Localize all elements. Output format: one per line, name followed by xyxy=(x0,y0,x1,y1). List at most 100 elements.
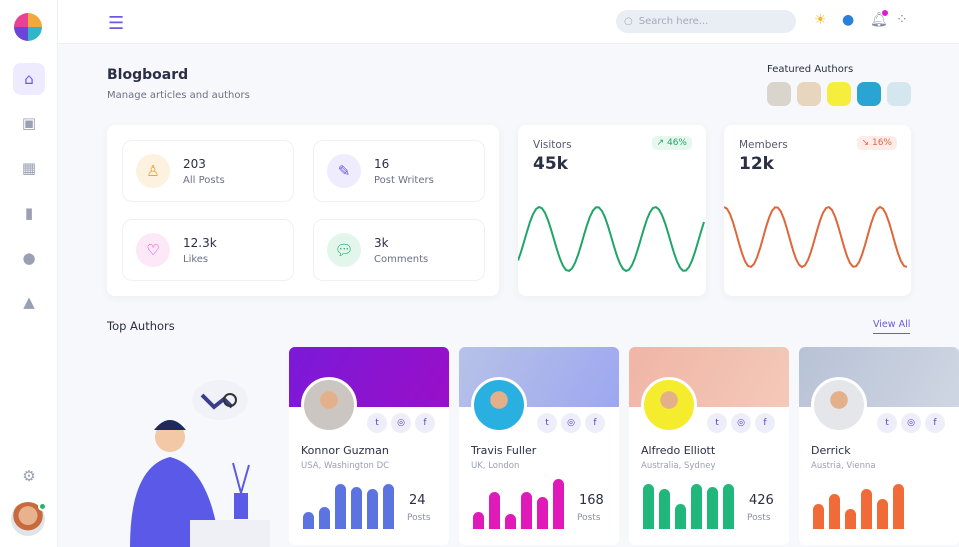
bar xyxy=(845,509,856,529)
bar xyxy=(813,504,824,529)
gift-icon[interactable]: ▣ xyxy=(21,114,37,132)
trend-badge: ↗ 46% xyxy=(651,136,692,150)
facebook-icon[interactable]: f xyxy=(755,413,775,433)
logo[interactable] xyxy=(14,13,42,41)
sun-icon[interactable]: ☀ xyxy=(814,12,827,28)
instagram-icon[interactable]: ◎ xyxy=(561,413,581,433)
bar xyxy=(675,504,686,529)
visitors-card: Visitors 45k ↗ 46% xyxy=(518,125,706,296)
books-icon[interactable]: ▮ xyxy=(24,204,34,222)
author-name[interactable]: Travis Fuller xyxy=(471,444,537,457)
bar xyxy=(505,514,516,529)
author-location: Austria, Vienna xyxy=(811,461,876,471)
members-wave-chart xyxy=(724,205,908,269)
author-name[interactable]: Derrick xyxy=(811,444,851,457)
facebook-icon[interactable]: f xyxy=(585,413,605,433)
bar xyxy=(877,499,888,529)
author-location: USA, Washington DC xyxy=(301,461,390,471)
bell-icon[interactable]: 🔔︎ xyxy=(870,12,888,28)
author-bar-chart xyxy=(473,479,569,529)
twitter-icon[interactable]: t xyxy=(707,413,727,433)
bar xyxy=(473,511,484,529)
author-card[interactable]: t ◎ f Konnor Guzman USA, Washington DC 2… xyxy=(289,347,449,545)
author-name[interactable]: Alfredo Elliott xyxy=(641,444,716,457)
users-icon[interactable]: ● xyxy=(22,249,36,267)
bar xyxy=(319,506,330,529)
search-input[interactable]: ○ Search here... xyxy=(616,10,796,33)
bar xyxy=(351,486,362,529)
instagram-icon[interactable]: ◎ xyxy=(731,413,751,433)
visitors-wave-line xyxy=(518,205,705,273)
author-bar-chart xyxy=(303,479,399,529)
author-card[interactable]: t ◎ f Alfredo Elliott Australia, Sydney … xyxy=(629,347,789,545)
shapes-icon[interactable]: ▲ xyxy=(23,293,35,311)
author-post-count: 426 xyxy=(749,493,774,508)
stat-comments[interactable]: 💬︎ 3k Comments xyxy=(313,219,485,281)
featured-authors-label: Featured Authors xyxy=(767,64,854,75)
top-authors-title: Top Authors xyxy=(107,319,175,333)
home-icon[interactable]: ⌂ xyxy=(13,63,45,95)
featured-author-avatar[interactable] xyxy=(857,82,881,106)
featured-author-avatar[interactable] xyxy=(827,82,851,106)
apps-icon[interactable]: ⁘ xyxy=(896,12,908,28)
trend-badge: ↘ 16% xyxy=(856,136,897,150)
members-wave-line xyxy=(724,205,908,269)
bar xyxy=(691,484,702,529)
author-name[interactable]: Konnor Guzman xyxy=(301,444,389,457)
view-all-link[interactable]: View All xyxy=(873,319,911,334)
author-avatar[interactable] xyxy=(471,377,527,433)
dashboard-icon[interactable]: ▦ xyxy=(21,159,37,177)
bar xyxy=(659,489,670,529)
bar xyxy=(521,491,532,529)
bar xyxy=(707,486,718,529)
author-posts-label: Posts xyxy=(577,513,601,523)
stats-card: ♙ 203 All Posts ✎ 16 Post Writers ♡ 12.3k Like… xyxy=(107,125,499,296)
author-card[interactable]: t ◎ f Travis Fuller UK, London 168 Posts xyxy=(459,347,619,545)
author-avatar[interactable] xyxy=(811,377,867,433)
page-title: Blogboard xyxy=(107,67,189,83)
palette-icon[interactable]: ● xyxy=(842,12,855,28)
twitter-icon[interactable]: t xyxy=(537,413,557,433)
members-card: Members 12k ↘ 16% xyxy=(724,125,911,296)
facebook-icon[interactable]: f xyxy=(415,413,435,433)
page-subtitle: Manage articles and authors xyxy=(107,90,250,101)
bar xyxy=(367,489,378,529)
author-posts-label: Posts xyxy=(747,513,771,523)
featured-author-avatar[interactable] xyxy=(797,82,821,106)
notification-dot xyxy=(882,10,888,16)
author-illustration xyxy=(130,380,270,547)
bar xyxy=(383,484,394,529)
online-status xyxy=(38,502,47,511)
avatar[interactable] xyxy=(11,502,47,536)
stat-all-posts[interactable]: ♙ 203 All Posts xyxy=(122,140,294,202)
author-location: Australia, Sydney xyxy=(641,461,716,471)
settings-icon[interactable]: ⚙ xyxy=(22,467,36,485)
author-post-count: 168 xyxy=(579,493,604,508)
author-bar-chart xyxy=(643,479,739,529)
bar xyxy=(829,494,840,529)
topbar: ☰ ○ Search here... ☀ ● 🔔︎ ⁘ xyxy=(58,0,959,44)
chat-icon: 💬︎ xyxy=(327,233,361,267)
stat-post-writers[interactable]: ✎ 16 Post Writers xyxy=(313,140,485,202)
featured-author-avatar[interactable] xyxy=(887,82,911,106)
author-posts-label: Posts xyxy=(407,513,431,523)
instagram-icon[interactable]: ◎ xyxy=(391,413,411,433)
author-avatar[interactable] xyxy=(301,377,357,433)
bar xyxy=(537,496,548,529)
bar xyxy=(861,489,872,529)
sidebar: ⌂ ▣ ▦ ▮ ● ▲ ⚙ xyxy=(0,0,58,547)
stat-likes[interactable]: ♡ 12.3k Likes xyxy=(122,219,294,281)
instagram-icon[interactable]: ◎ xyxy=(901,413,921,433)
menu-icon[interactable]: ☰ xyxy=(108,13,125,34)
author-post-count: 24 xyxy=(409,493,426,508)
visitors-wave-chart xyxy=(518,205,705,273)
bar xyxy=(489,491,500,529)
facebook-icon[interactable]: f xyxy=(925,413,945,433)
featured-author-avatar[interactable] xyxy=(767,82,791,106)
author-bar-chart xyxy=(813,479,909,529)
twitter-icon[interactable]: t xyxy=(367,413,387,433)
twitter-icon[interactable]: t xyxy=(877,413,897,433)
bar xyxy=(335,484,346,529)
author-avatar[interactable] xyxy=(641,377,697,433)
author-card[interactable]: t ◎ f Derrick Austria, Vienna xyxy=(799,347,959,545)
